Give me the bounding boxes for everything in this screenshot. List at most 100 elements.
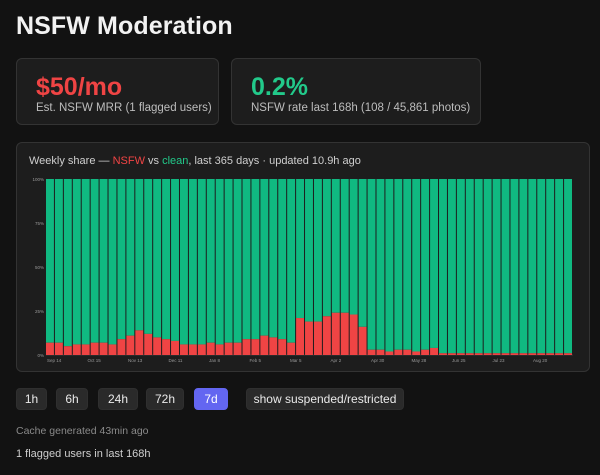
caption-nsfw: NSFW <box>112 155 145 167</box>
x-tick-label: Jul 23 <box>493 358 506 363</box>
bar-clean-55 <box>537 179 546 354</box>
bar-clean-39 <box>394 179 403 350</box>
bar-clean-44 <box>439 179 447 354</box>
x-tick-label: Mar 5 <box>290 358 302 363</box>
x-tick-label: May 28 <box>412 358 427 363</box>
cache-status: Cache generated 43min ago <box>16 425 149 437</box>
bar-nsfw-44 <box>439 353 447 355</box>
x-tick-label: Sep 14 <box>47 358 62 363</box>
bar-nsfw-37 <box>376 349 385 355</box>
x-tick-label: Nov 13 <box>128 358 143 363</box>
range-button-72h[interactable]: 72h <box>146 388 184 410</box>
caption-prefix: Weekly share — <box>29 155 113 167</box>
chart-caption: Weekly share — NSFW vs clean, last 365 d… <box>29 155 361 167</box>
caption-suffix: , last 365 days · updated 10.9h ago <box>188 155 361 167</box>
bar-nsfw-9 <box>126 335 135 355</box>
bar-clean-58 <box>564 179 572 354</box>
bar-nsfw-6 <box>99 342 108 355</box>
x-tick-label: Dec 11 <box>169 358 183 363</box>
bar-clean-5 <box>90 179 99 343</box>
bar-clean-27 <box>287 179 296 343</box>
bar-clean-1 <box>54 179 63 343</box>
x-tick-label: Feb 5 <box>250 358 262 363</box>
bar-nsfw-4 <box>81 344 90 355</box>
bar-nsfw-41 <box>412 351 421 355</box>
bar-nsfw-12 <box>153 337 162 355</box>
x-tick-label: Apr 2 <box>331 358 342 363</box>
bar-clean-25 <box>269 179 278 338</box>
caption-clean: clean <box>162 155 189 167</box>
bar-nsfw-55 <box>537 353 546 355</box>
bar-clean-6 <box>99 179 108 343</box>
y-tick-label: 50% <box>35 265 44 270</box>
bar-clean-31 <box>322 179 331 317</box>
range-button-1h[interactable]: 1h <box>16 388 47 410</box>
bar-nsfw-26 <box>278 339 287 355</box>
bar-clean-10 <box>135 179 144 331</box>
bar-nsfw-16 <box>188 344 197 355</box>
bar-nsfw-54 <box>528 353 537 355</box>
bar-nsfw-40 <box>403 349 412 355</box>
bar-nsfw-20 <box>224 342 233 355</box>
bar-nsfw-48 <box>474 353 483 355</box>
bar-clean-13 <box>162 179 171 340</box>
bar-nsfw-18 <box>206 342 215 355</box>
bar-clean-28 <box>296 179 305 319</box>
bar-clean-21 <box>233 179 242 343</box>
bar-nsfw-46 <box>456 353 465 355</box>
bar-nsfw-52 <box>510 353 519 355</box>
mrr-label: Est. NSFW MRR (1 flagged users) <box>36 102 212 114</box>
bar-clean-47 <box>465 179 474 354</box>
bar-clean-15 <box>179 179 188 345</box>
bar-clean-9 <box>126 179 135 336</box>
bar-clean-12 <box>153 179 162 338</box>
bar-clean-33 <box>340 179 349 313</box>
bar-clean-11 <box>144 179 153 334</box>
bar-nsfw-49 <box>483 353 492 355</box>
bar-nsfw-27 <box>287 342 296 355</box>
nsfw-rate-card: 0.2% NSFW rate last 168h (108 / 45,861 p… <box>231 58 481 125</box>
bar-clean-26 <box>278 179 287 340</box>
bar-nsfw-17 <box>197 344 206 355</box>
range-button-6h[interactable]: 6h <box>56 388 88 410</box>
bar-clean-41 <box>412 179 421 352</box>
bar-clean-51 <box>501 179 510 354</box>
range-button-24h[interactable]: 24h <box>98 388 138 410</box>
bar-nsfw-15 <box>179 344 188 355</box>
nsfw-rate-value: 0.2% <box>251 73 308 101</box>
bar-clean-29 <box>305 179 313 322</box>
x-tick-label: Aug 20 <box>533 358 548 363</box>
bar-nsfw-36 <box>367 349 376 355</box>
caption-vs: vs <box>144 155 163 167</box>
show-suspended-restricted-button[interactable]: show suspended/restricted <box>246 388 404 410</box>
bar-clean-4 <box>81 179 90 345</box>
bar-nsfw-38 <box>385 351 394 355</box>
range-button-7d[interactable]: 7d <box>194 388 228 410</box>
bar-clean-0 <box>46 179 54 343</box>
bar-nsfw-22 <box>242 339 251 355</box>
bar-nsfw-29 <box>305 321 313 355</box>
flagged-users-count: 1 flagged users in last 168h <box>16 448 151 460</box>
bar-clean-34 <box>349 179 358 315</box>
bar-clean-42 <box>421 179 430 350</box>
bar-clean-40 <box>403 179 412 350</box>
bar-clean-38 <box>385 179 394 352</box>
bar-clean-36 <box>367 179 376 350</box>
bar-nsfw-7 <box>108 344 117 355</box>
bar-clean-37 <box>376 179 385 350</box>
bar-nsfw-8 <box>117 339 126 355</box>
bar-clean-53 <box>519 179 528 354</box>
bar-nsfw-45 <box>447 353 456 355</box>
y-tick-label: 0% <box>37 353 44 358</box>
bar-nsfw-5 <box>90 342 99 355</box>
bar-clean-56 <box>546 179 555 354</box>
bar-clean-52 <box>510 179 519 354</box>
bar-nsfw-43 <box>430 347 439 355</box>
x-tick-label: Apr 30 <box>371 358 385 363</box>
mrr-card: $50/mo Est. NSFW MRR (1 flagged users) <box>16 58 219 125</box>
bar-nsfw-51 <box>501 353 510 355</box>
x-tick-label: Jun 25 <box>452 358 466 363</box>
bar-clean-24 <box>260 179 269 336</box>
bar-nsfw-3 <box>72 344 81 355</box>
bar-clean-16 <box>188 179 197 345</box>
